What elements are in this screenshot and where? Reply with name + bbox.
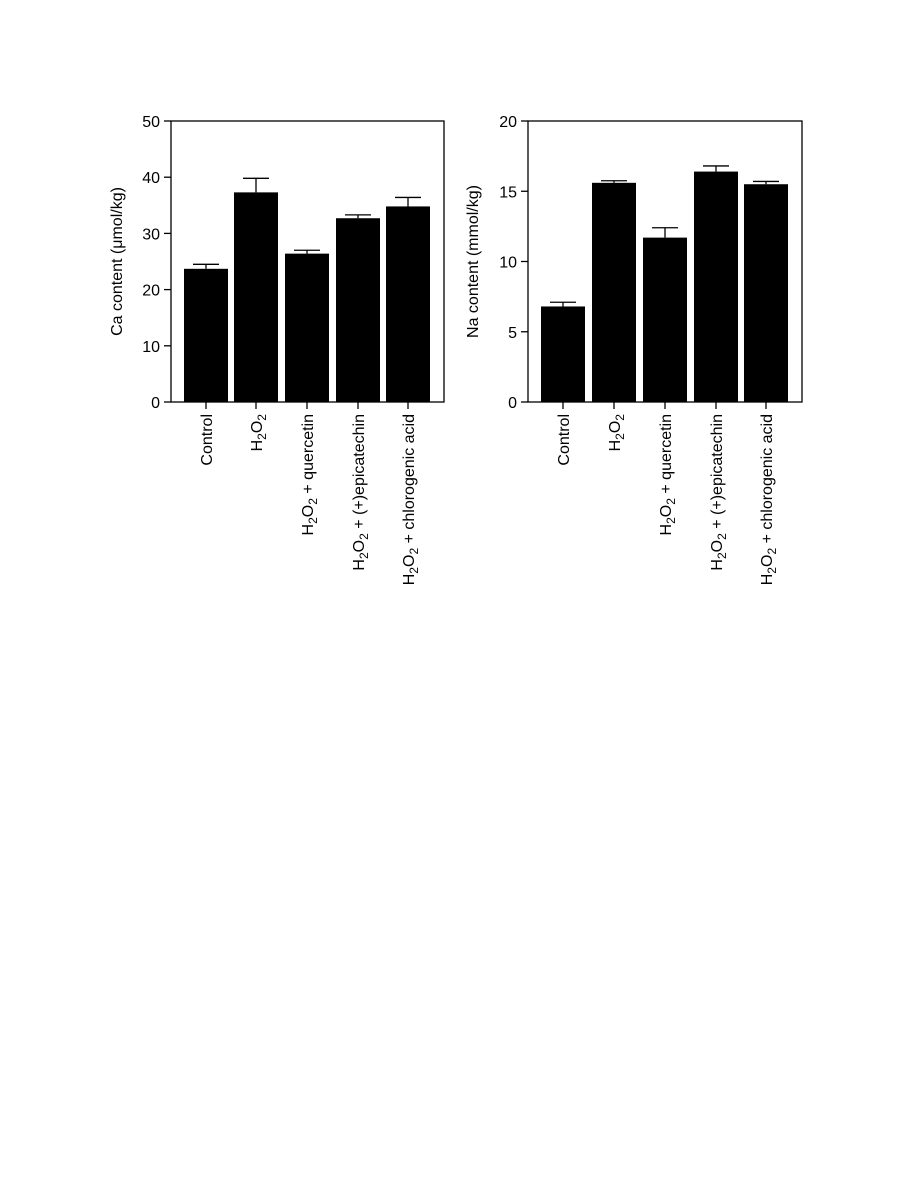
na-content-chart: Na content (mmol/kg) 0 5 10 15 20 Control H2​O… (465, 114, 803, 585)
y-tick-label: 20 (142, 283, 160, 300)
bar (234, 192, 278, 402)
bar (541, 306, 585, 402)
ca-content-chart: Ca content (μmol/kg) 0 10 20 30 40 50 Control H… (109, 114, 445, 585)
y-tick-label: 15 (499, 184, 517, 201)
bar (744, 184, 788, 402)
y-axis-label: Ca content (μmol/kg) (109, 187, 126, 336)
x-tick-label: H2​O2​ + chlorogenic acid (759, 414, 779, 585)
bar (386, 206, 430, 402)
y-tick-label: 0 (151, 395, 160, 412)
x-tick-label: Control (199, 414, 216, 466)
x-tick-label: Control (556, 414, 573, 466)
y-tick-label: 40 (142, 170, 160, 187)
bar (184, 268, 228, 402)
bar (336, 218, 380, 402)
y-axis-label: Na content (mmol/kg) (465, 185, 482, 338)
x-tick-label: H2​O2​ + quercetin (658, 414, 678, 535)
bar (592, 182, 636, 402)
x-tick-label: H2​O2​ + quercetin (300, 414, 320, 535)
bar (643, 237, 687, 402)
y-tick-label: 10 (499, 255, 517, 272)
x-tick-label: H2​O2​ + (+)epicatechin (351, 414, 371, 571)
x-tick-label: H2​O2​ (607, 414, 627, 452)
x-tick-label: H2​O2​ (249, 414, 269, 452)
y-tick-label: 5 (508, 325, 517, 342)
bar (285, 253, 329, 402)
y-tick-label: 50 (142, 114, 160, 131)
y-tick-label: 30 (142, 226, 160, 243)
x-tick-label: H2​O2​ + (+)epicatechin (709, 414, 729, 571)
y-tick-label: 20 (499, 114, 517, 131)
bar (694, 171, 738, 402)
y-tick-label: 10 (142, 339, 160, 356)
y-tick-label: 0 (508, 395, 517, 412)
x-tick-label: H2​O2​ + chlorogenic acid (401, 414, 421, 585)
